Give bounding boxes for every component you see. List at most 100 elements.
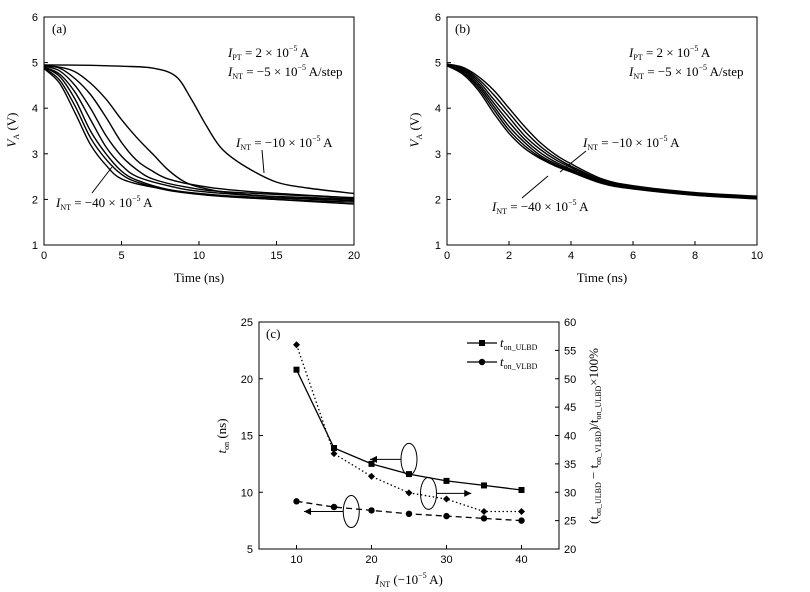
panel-c-diamond-marker — [518, 508, 525, 516]
panel-c-arrowhead-2 — [464, 489, 472, 497]
panel-b-curve-label-bottom: INT = −40 × 10−5 A — [491, 198, 589, 216]
panel-c-diamond-marker — [480, 508, 488, 516]
panel-c-circle-marker — [480, 515, 488, 522]
panel-a-leader-bottom — [91, 166, 113, 194]
panel-b-y-ticks: 1 2 3 4 5 6 — [435, 12, 451, 252]
panel-a-ytick-label: 5 — [32, 58, 38, 70]
panel-c-xtick-label: 40 — [515, 554, 527, 566]
panel-a-annotation-int: INT = −5 × 10−5 A/step — [227, 63, 343, 81]
panel-b-ytick-label: 2 — [435, 194, 441, 206]
panel-a-xtick-label: 15 — [270, 250, 282, 262]
panel-a-curves — [43, 64, 355, 205]
panel-c-square-marker — [331, 444, 337, 451]
panel-c-square-marker — [443, 477, 450, 484]
panel-c-ellipse-3 — [342, 495, 360, 529]
panel-a-leader-top — [261, 149, 265, 174]
panel-b-curve-1 — [446, 63, 758, 197]
panel-b-leader-top — [559, 150, 587, 173]
panel-c-series — [293, 341, 525, 524]
panel-c-arrowhead-3 — [304, 508, 311, 516]
panel-b-curve-7 — [446, 65, 758, 200]
panel-c-ytick-label: 20 — [241, 374, 253, 386]
panel-a-ytick-label: 3 — [32, 149, 38, 161]
panel-c-diamond-marker — [405, 489, 413, 497]
panel-c-y2tick-label: 30 — [564, 487, 576, 499]
panel-c-y-ticks: 5 10 15 20 25 — [241, 317, 263, 556]
panel-c-x-ticks: 10 20 30 40 — [290, 545, 528, 566]
panel-c-x-label: INT (−10−5 A) — [374, 571, 443, 589]
panel-c-diamond-marker — [293, 341, 300, 349]
panel-a-ytick-label: 1 — [32, 240, 38, 252]
panel-c-y2tick-label: 55 — [564, 345, 576, 357]
panel-c-square-marker — [293, 366, 300, 373]
panel-c-circle-marker — [405, 510, 413, 518]
panel-a-curve-5 — [43, 66, 355, 200]
panel-b-xtick-label: 6 — [630, 250, 636, 262]
panel-c-label: (c) — [266, 326, 280, 341]
panel-c-square-marker — [518, 486, 525, 493]
panel-c-diamond-marker — [330, 450, 338, 458]
panel-b-x-ticks: 0 2 4 6 8 10 — [444, 241, 763, 262]
panel-c-circle-marker — [443, 512, 450, 520]
panel-c-ellipse-1 — [400, 442, 418, 476]
panel-a-ytick-label: 2 — [32, 194, 38, 206]
panel-c-y2tick-label: 45 — [564, 402, 576, 414]
panel-a-xtick-label: 10 — [193, 250, 205, 262]
panel-b-xtick-label: 4 — [568, 250, 574, 262]
panel-a-curve-3 — [43, 65, 355, 199]
panel-c-ytick-label: 15 — [241, 431, 253, 443]
panel-b-annotation-ipt: IPT = 2 × 10−5 A — [628, 44, 711, 62]
panel-c-ytick-label: 10 — [241, 487, 253, 499]
panel-c-square-marker — [481, 482, 487, 489]
panel-a-curve-2 — [43, 65, 355, 201]
panel-c-xtick-label: 10 — [290, 554, 302, 566]
panel-c-square-marker — [406, 471, 412, 478]
legend-label-vlbd: ton_VLBD — [500, 354, 538, 371]
panel-a: 0 5 10 15 20 1 2 3 4 5 6 Time (ns) VA (V) (a) IPT… — [4, 12, 360, 285]
panel-b-label: (b) — [455, 21, 470, 36]
panel-b-curve-4 — [446, 64, 758, 199]
panel-c-ytick-label: 5 — [247, 544, 253, 556]
panel-c-arrowhead-1 — [370, 455, 377, 463]
panel-c-circle-marker — [293, 498, 300, 505]
panel-c-y2-ticks: 20 25 30 35 40 45 50 55 60 — [555, 317, 576, 556]
panel-c-y2tick-label: 40 — [564, 431, 576, 443]
panel-b-ytick-label: 5 — [435, 58, 441, 70]
panel-b-ytick-label: 4 — [435, 103, 441, 115]
panel-c-y2tick-label: 50 — [564, 374, 576, 386]
panel-c-y2tick-label: 25 — [564, 516, 576, 528]
panel-a-curve-1 — [43, 64, 355, 195]
panel-a-curve-4 — [43, 65, 355, 199]
panel-c-y2-label: (ton_ULBD − ton_VLBD)/ton_ULBD×100% — [586, 348, 603, 524]
panel-c-y2tick-label: 20 — [564, 544, 576, 556]
panel-a-y-label: VA (V) — [4, 112, 21, 147]
panel-b-ytick-label: 6 — [435, 12, 441, 24]
panel-b-ytick-label: 3 — [435, 149, 441, 161]
panel-c-square-marker — [368, 460, 375, 467]
panel-b-curve-5 — [446, 64, 758, 199]
panel-a-ytick-label: 4 — [32, 103, 38, 115]
panel-c-circle-marker — [518, 517, 525, 524]
panel-c-y2tick-label: 35 — [564, 459, 576, 471]
panel-a-curve-label-top: INT = −10 × 10−5 A — [235, 134, 333, 152]
panel-c-ellipse-2 — [420, 476, 437, 510]
panel-a-annotation-ipt: IPT = 2 × 10−5 A — [227, 44, 310, 62]
panel-b-curve-3 — [446, 64, 758, 198]
panel-a-xtick-label: 5 — [118, 250, 124, 262]
panel-a-curve-8 — [43, 67, 355, 205]
panel-a-xtick-label: 0 — [41, 250, 47, 262]
panel-b-annotation-int: INT = −5 × 10−5 A/step — [628, 63, 744, 81]
panel-a-xtick-label: 20 — [348, 250, 360, 262]
panel-b-xtick-label: 2 — [506, 250, 512, 262]
panel-b-curves — [446, 63, 758, 200]
panel-a-x-ticks: 0 5 10 15 20 — [41, 241, 360, 262]
panel-c-y2tick-label: 60 — [564, 317, 576, 329]
panel-b-xtick-label: 10 — [751, 250, 763, 262]
panel-b-xtick-label: 0 — [444, 250, 450, 262]
legend-label-ulbd: ton_ULBD — [500, 335, 538, 352]
panel-a-x-label: Time (ns) — [174, 270, 224, 285]
panel-b-x-label: Time (ns) — [577, 270, 627, 285]
panel-c: 10 20 30 40 5 10 15 20 25 20 25 30 35 40 45 50 55 60 (c… — [214, 317, 603, 589]
